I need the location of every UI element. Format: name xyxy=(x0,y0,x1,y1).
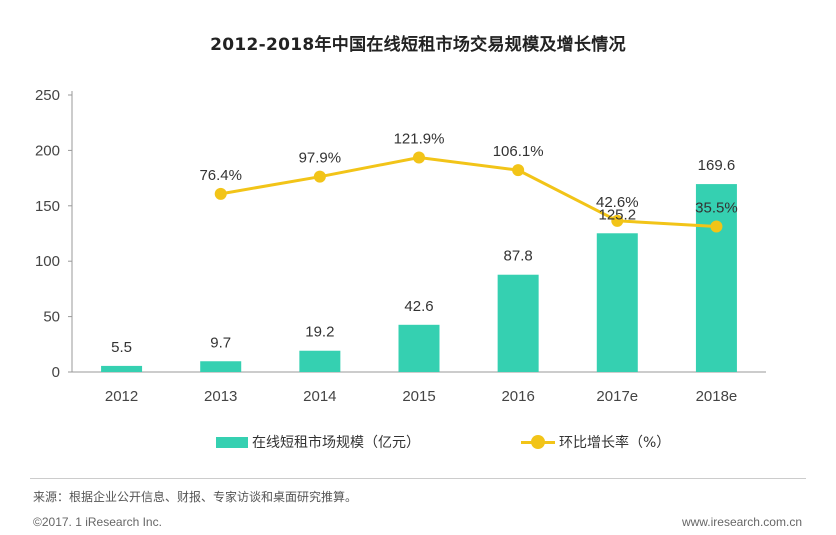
growth-rate-label: 121.9% xyxy=(394,131,445,148)
bar xyxy=(596,233,638,372)
growth-rate-point xyxy=(313,170,326,183)
x-tick-label: 2018e xyxy=(696,388,738,405)
growth-rate-point xyxy=(611,214,624,227)
growth-rate-line xyxy=(220,155,717,228)
y-tick-label: 150 xyxy=(35,198,60,215)
bar-value-label: 42.6 xyxy=(404,298,433,315)
bar-value-label: 87.8 xyxy=(504,248,533,265)
copyright: ©2017. 1 iResearch Inc. xyxy=(33,515,162,529)
bar xyxy=(200,361,242,372)
legend-item-bar: 在线短租市场规模（亿元） xyxy=(216,432,420,452)
x-tick-label: 2016 xyxy=(501,388,534,405)
growth-rate-label: 76.4% xyxy=(199,167,242,184)
bar xyxy=(299,350,341,372)
bar-value-label: 19.2 xyxy=(305,324,334,341)
bar-value-label: 9.7 xyxy=(210,334,231,351)
x-tick-label: 2013 xyxy=(204,388,237,405)
divider xyxy=(30,478,806,479)
x-tick-label: 2017e xyxy=(596,388,638,405)
x-tick-label: 2015 xyxy=(402,388,435,405)
x-tick-label: 2014 xyxy=(303,388,336,405)
growth-rate-point xyxy=(214,187,227,200)
growth-rate-point xyxy=(512,164,525,177)
bar xyxy=(101,365,143,372)
bar-value-label: 169.6 xyxy=(698,157,736,174)
bar-value-label: 125.2 xyxy=(599,206,637,223)
legend-item-line: 环比增长率（%） xyxy=(521,432,670,452)
legend-bar-swatch xyxy=(216,436,248,448)
legend-line-label: 环比增长率（%） xyxy=(559,435,671,451)
bar xyxy=(398,324,440,372)
source-note: 来源：根据企业公开信息、财报、专家访谈和桌面研究推算。 xyxy=(33,490,358,504)
growth-rate-label: 35.5% xyxy=(695,200,738,217)
growth-rate-label: 106.1% xyxy=(493,143,544,160)
y-tick-label: 250 xyxy=(35,87,60,104)
bar-value-label: 5.5 xyxy=(111,339,132,356)
chart-title: 2012-2018年中国在线短租市场交易规模及增长情况 xyxy=(210,35,626,55)
growth-rate-point xyxy=(413,151,425,164)
growth-rate-label: 42.6% xyxy=(596,194,639,211)
growth-rate-label: 97.9% xyxy=(299,150,342,167)
y-tick-label: 0 xyxy=(52,364,60,381)
website-link[interactable]: www.iresearch.com.cn xyxy=(681,515,802,529)
y-tick-label: 50 xyxy=(43,309,60,326)
bar xyxy=(497,274,539,372)
bar xyxy=(695,184,737,372)
y-tick-label: 200 xyxy=(35,142,60,159)
y-tick-label: 100 xyxy=(35,253,60,270)
growth-rate-point xyxy=(710,220,723,233)
legend-line-swatch xyxy=(521,435,555,449)
legend-bar-label: 在线短租市场规模（亿元） xyxy=(252,435,420,451)
x-tick-label: 2012 xyxy=(105,388,138,405)
